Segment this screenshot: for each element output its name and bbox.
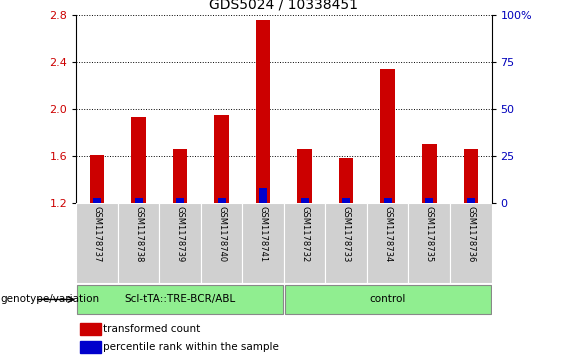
Bar (463, 149, 478, 203)
Bar (214, 115, 229, 203)
Bar (80, 323, 101, 335)
Bar (285, 285, 491, 314)
Bar (176, 197, 184, 203)
Bar (301, 197, 308, 203)
Text: GSM1178737: GSM1178737 (93, 206, 102, 262)
Bar (159, 203, 201, 283)
Bar (297, 149, 312, 203)
Bar (131, 117, 146, 203)
Bar (339, 158, 354, 203)
Bar (256, 20, 271, 203)
Bar (284, 203, 325, 283)
Bar (134, 197, 142, 203)
Text: GSM1178735: GSM1178735 (425, 206, 434, 262)
Text: GSM1178734: GSM1178734 (383, 206, 392, 262)
Bar (259, 188, 267, 203)
Bar (218, 197, 225, 203)
Text: percentile rank within the sample: percentile rank within the sample (103, 342, 279, 352)
Bar (173, 149, 188, 203)
Text: genotype/variation: genotype/variation (0, 294, 99, 305)
Bar (450, 203, 492, 283)
Bar (76, 203, 118, 283)
Bar (380, 69, 395, 203)
Text: transformed count: transformed count (103, 324, 201, 334)
Bar (93, 197, 101, 203)
Text: GSM1178738: GSM1178738 (134, 206, 143, 262)
Text: GSM1178741: GSM1178741 (259, 206, 268, 262)
Bar (201, 203, 242, 283)
Text: GSM1178736: GSM1178736 (466, 206, 475, 262)
Bar (384, 197, 392, 203)
Text: control: control (370, 294, 406, 304)
Bar (80, 341, 101, 353)
Bar (77, 285, 283, 314)
Text: GSM1178740: GSM1178740 (217, 206, 226, 262)
Text: GSM1178733: GSM1178733 (342, 206, 351, 262)
Bar (325, 203, 367, 283)
Bar (242, 203, 284, 283)
Text: GSM1178739: GSM1178739 (176, 206, 185, 262)
Bar (408, 203, 450, 283)
Bar (467, 197, 475, 203)
Bar (342, 197, 350, 203)
Bar (425, 197, 433, 203)
Bar (90, 155, 105, 203)
Bar (367, 203, 408, 283)
Title: GDS5024 / 10338451: GDS5024 / 10338451 (210, 0, 358, 12)
Text: GSM1178732: GSM1178732 (300, 206, 309, 262)
Bar (118, 203, 159, 283)
Bar (422, 144, 437, 203)
Text: Scl-tTA::TRE-BCR/ABL: Scl-tTA::TRE-BCR/ABL (124, 294, 236, 304)
